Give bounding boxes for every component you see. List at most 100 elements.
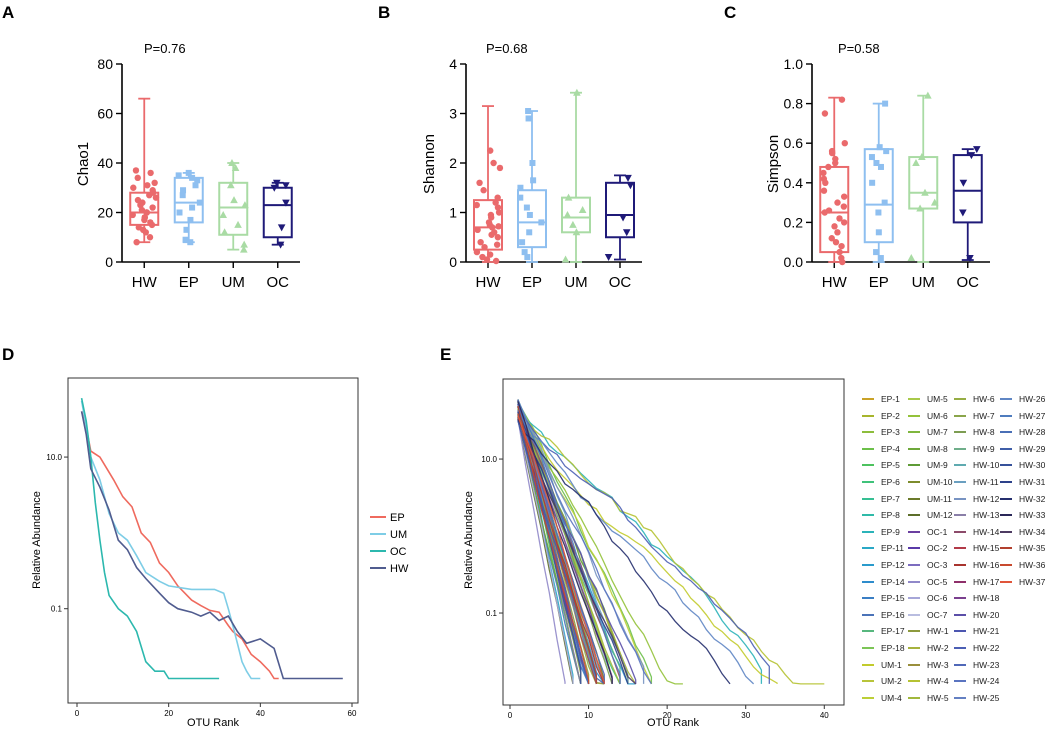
- data-point: [832, 239, 840, 246]
- data-point: [834, 229, 841, 236]
- data-point: [619, 214, 627, 222]
- data-point: [538, 219, 545, 226]
- data-point: [521, 249, 528, 256]
- y-tick-label: 40: [97, 155, 113, 171]
- data-point: [873, 160, 880, 166]
- legend-label: HW-30: [1019, 460, 1046, 471]
- legend-swatch: [954, 647, 966, 649]
- data-point: [493, 241, 501, 248]
- data-point: [921, 188, 929, 196]
- legend-label: EP-8: [881, 510, 900, 521]
- legend-label: EP: [390, 512, 405, 524]
- x-tick-label: EP: [869, 274, 889, 291]
- legend-swatch: [908, 447, 920, 450]
- x-tick-label: HW: [822, 274, 848, 291]
- x-tick-label: 40: [820, 711, 829, 720]
- data-point: [196, 199, 203, 206]
- data-point: [473, 201, 480, 209]
- legend-swatch: [908, 481, 920, 483]
- data-point: [492, 257, 500, 265]
- series-line-hw-36: [517, 413, 590, 684]
- legend-label: EP-12: [881, 560, 905, 570]
- data-point: [873, 249, 880, 256]
- data-point: [495, 223, 502, 230]
- data-point: [228, 159, 236, 166]
- data-point: [966, 255, 974, 263]
- legend-label: HW-32: [1019, 493, 1046, 504]
- chart-d-ylabel: Relative Abundance: [31, 491, 43, 589]
- legend-swatch: [954, 447, 966, 450]
- data-point: [240, 240, 248, 248]
- data-point: [180, 187, 187, 194]
- series-line-hw-4: [517, 408, 825, 685]
- data-point: [967, 152, 976, 160]
- chart-c-plot: 0.0 0.2 0.4 0.6 0.8 1.0 HW EP UM OC: [784, 56, 990, 291]
- chart-b-plot: 0 1 2 3 4 HW EP UM OC: [449, 56, 642, 291]
- data-point: [840, 219, 848, 226]
- data-point: [883, 148, 890, 155]
- legend-swatch: [954, 398, 966, 400]
- legend-swatch: [1000, 447, 1012, 450]
- legend-swatch: [862, 414, 874, 417]
- legend-swatch: [862, 514, 874, 517]
- legend-swatch: [862, 464, 874, 467]
- y-tick-label: 1.0: [784, 56, 804, 72]
- data-point: [530, 177, 537, 184]
- legend-label: UM-9: [927, 460, 948, 471]
- data-point: [495, 209, 503, 216]
- series-line-hw-34: [517, 416, 637, 685]
- data-point: [192, 182, 199, 189]
- legend-swatch: [908, 431, 920, 434]
- legend-swatch: [862, 447, 874, 450]
- x-tick-label: 60: [348, 709, 357, 718]
- legend-label: OC: [390, 546, 407, 558]
- data-point: [135, 224, 142, 231]
- data-point: [183, 226, 190, 233]
- x-tick-label: OC: [267, 274, 290, 291]
- y-tick-label: 2: [449, 155, 457, 171]
- data-point: [276, 241, 285, 249]
- legend-swatch: [1000, 564, 1012, 566]
- legend-label: UM-8: [927, 443, 948, 454]
- x-tick-label: 0: [75, 709, 80, 718]
- legend-swatch: [862, 680, 874, 683]
- x-tick-label: 10: [584, 711, 593, 720]
- legend-label: HW: [390, 563, 409, 575]
- legend-label: OC-2: [927, 543, 948, 554]
- legend-label: HW-13: [973, 510, 1000, 521]
- legend-swatch: [954, 431, 966, 434]
- legend-swatch: [954, 663, 966, 666]
- legend-label: HW-27: [1019, 410, 1046, 421]
- data-point: [573, 88, 581, 96]
- data-point: [959, 179, 968, 187]
- legend-label: HW-15: [973, 543, 1000, 554]
- data-point: [187, 239, 194, 246]
- x-tick-label: 20: [164, 709, 173, 718]
- chart-a-title: P=0.76: [144, 41, 186, 56]
- legend-label: UM-2: [881, 676, 902, 687]
- legend-label: HW-8: [973, 427, 995, 438]
- data-point: [492, 199, 499, 206]
- chart-e-plot: 0 10 20 30 40 10.0 0.1: [481, 399, 829, 720]
- data-point: [622, 229, 631, 237]
- legend-swatch: [908, 530, 920, 533]
- legend-swatch: [862, 597, 874, 600]
- legend-label: UM-6: [927, 410, 948, 421]
- legend-label: OC-1: [927, 526, 948, 537]
- data-point: [182, 236, 189, 243]
- series-line-ep: [80, 411, 279, 680]
- data-point: [141, 214, 148, 221]
- panel-letter-c: C: [724, 3, 736, 22]
- data-point: [563, 210, 572, 218]
- chart-e-xlabel: OTU Rank: [647, 717, 699, 729]
- legend-label: UM-5: [927, 394, 948, 404]
- legend-swatch: [862, 696, 874, 699]
- x-tick-label: 30: [741, 711, 750, 720]
- legend-swatch: [862, 431, 874, 434]
- data-point: [517, 194, 524, 201]
- legend-swatch: [954, 547, 966, 550]
- legend-swatch: [862, 547, 874, 550]
- data-point: [525, 115, 532, 122]
- x-tick-label: 0: [508, 711, 513, 720]
